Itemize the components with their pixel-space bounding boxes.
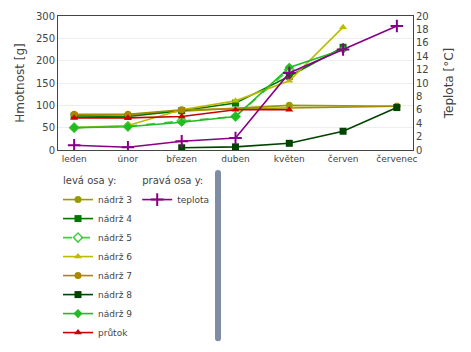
svg-text:červen: červen: [328, 154, 359, 164]
svg-text:Teplota [°C]: Teplota [°C]: [442, 48, 456, 120]
svg-text:12: 12: [416, 64, 429, 75]
svg-text:18: 18: [416, 24, 429, 35]
svg-text:nádrž 9: nádrž 9: [98, 309, 132, 319]
svg-text:0: 0: [416, 145, 422, 156]
svg-text:300: 300: [36, 11, 55, 22]
svg-text:nádrž 7: nádrž 7: [98, 271, 132, 281]
svg-text:nádrž 4: nádrž 4: [98, 214, 132, 224]
svg-text:8: 8: [416, 91, 422, 102]
svg-text:16: 16: [416, 37, 429, 48]
svg-text:0: 0: [49, 145, 55, 156]
svg-text:150: 150: [36, 78, 55, 89]
svg-text:14: 14: [416, 51, 429, 62]
svg-text:teplota: teplota: [177, 195, 209, 205]
svg-text:Hmotnost [g]: Hmotnost [g]: [13, 43, 27, 122]
svg-text:10: 10: [416, 78, 429, 89]
svg-text:březen: březen: [166, 154, 197, 164]
svg-text:nádrž 8: nádrž 8: [98, 290, 132, 300]
svg-text:6: 6: [416, 104, 422, 115]
svg-text:levá osa y:: levá osa y:: [63, 175, 116, 186]
svg-text:únor: únor: [118, 154, 139, 164]
svg-text:250: 250: [36, 33, 55, 44]
svg-text:pravá osa y:: pravá osa y:: [142, 175, 203, 186]
svg-text:nádrž 5: nádrž 5: [98, 233, 132, 243]
svg-text:100: 100: [36, 100, 55, 111]
svg-text:2: 2: [416, 131, 422, 142]
svg-text:červenec: červenec: [376, 154, 417, 164]
svg-text:květen: květen: [274, 154, 305, 164]
svg-text:200: 200: [36, 55, 55, 66]
svg-text:duben: duben: [221, 154, 249, 164]
svg-text:4: 4: [416, 118, 422, 129]
svg-text:50: 50: [42, 122, 55, 133]
svg-text:průtok: průtok: [98, 328, 128, 338]
svg-text:leden: leden: [62, 154, 87, 164]
svg-text:nádrž 6: nádrž 6: [98, 252, 132, 262]
svg-text:nádrž 3: nádrž 3: [98, 195, 132, 205]
svg-text:20: 20: [416, 11, 429, 22]
